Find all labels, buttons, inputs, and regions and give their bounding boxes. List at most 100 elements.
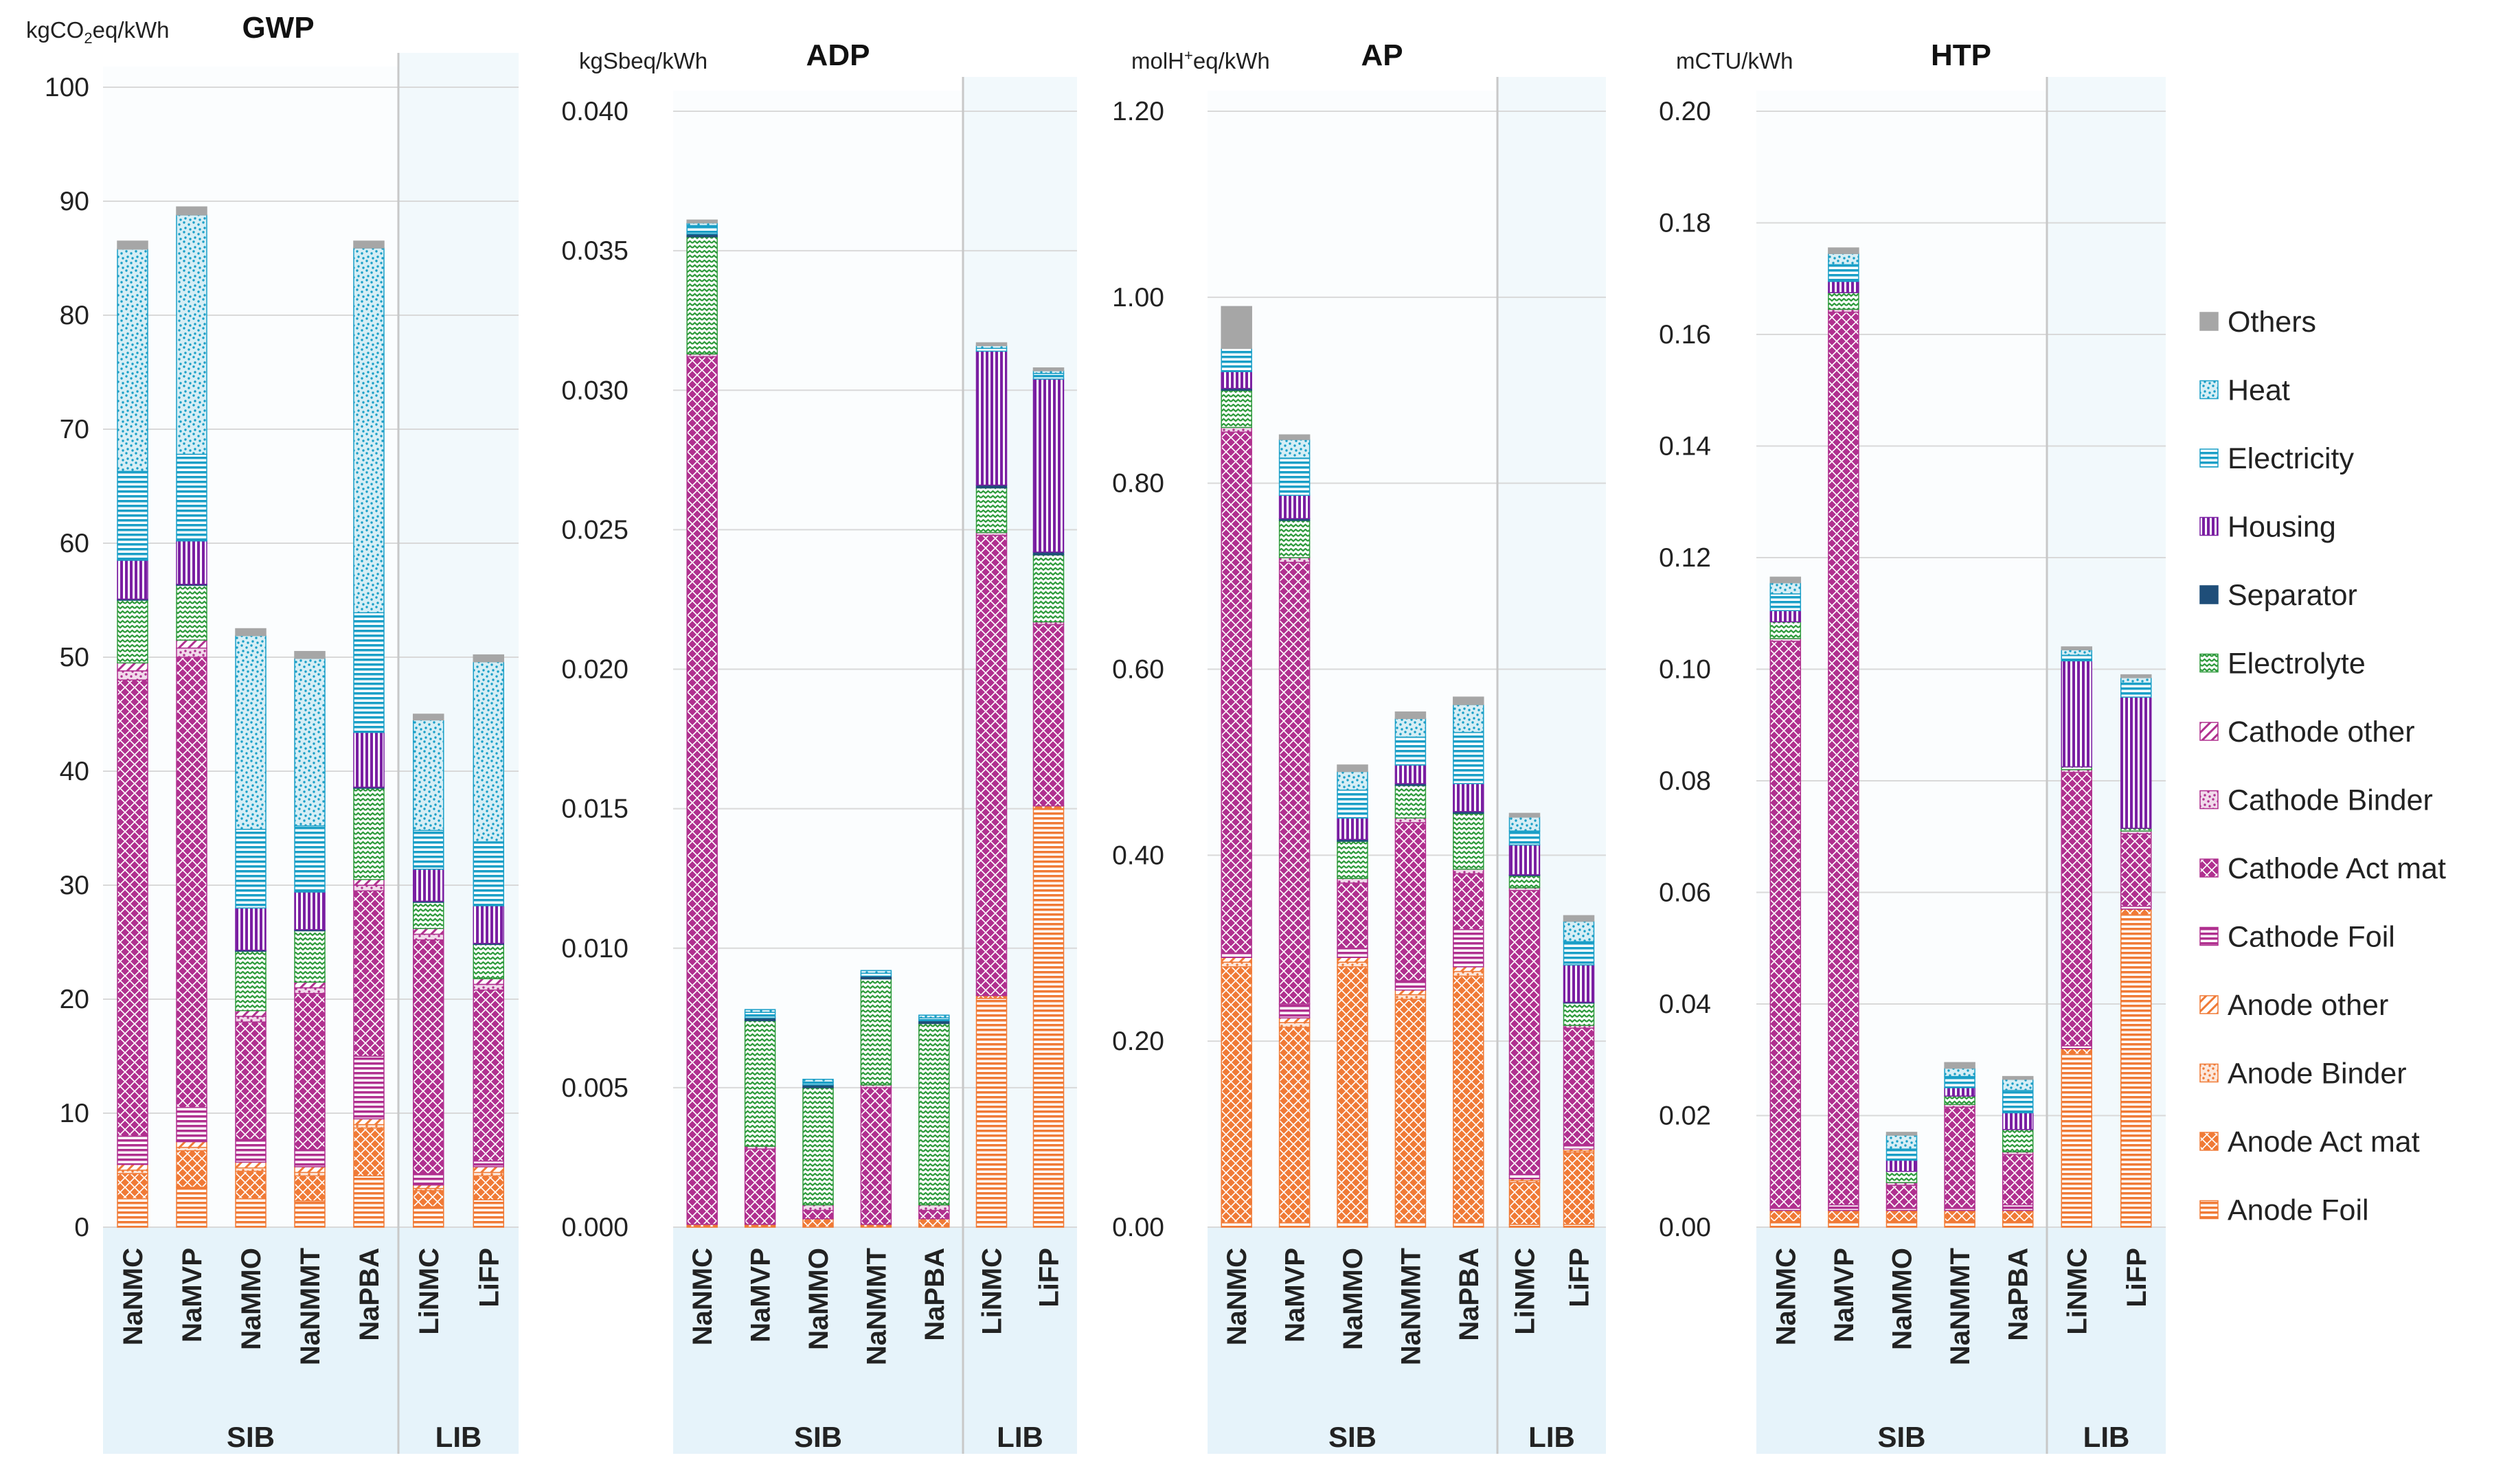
bar-segment-electrolyte: [413, 902, 444, 929]
bar-segment-heat: [2061, 649, 2092, 656]
bar-segment-electrolyte: [1221, 389, 1252, 429]
y-unit-label: molH+eq/kWh: [1131, 47, 1270, 73]
bar-segment-anode-foil: [176, 1187, 207, 1228]
bar-segment-anode-act-mat: [1828, 1209, 1859, 1222]
category-label: NaMVP: [177, 1248, 207, 1343]
legend-swatch: [2199, 585, 2219, 604]
bar-segment-anode-foil: [1394, 1222, 1427, 1228]
bar-segment-cathode-foil: [1563, 1143, 1595, 1150]
chart-title: GWP: [242, 11, 314, 45]
bar-segment-cathode-act-mat: [744, 1148, 776, 1225]
bar-segment-anode-binder: [1394, 994, 1427, 1000]
legend-item-electrolyte: Electrolyte: [2199, 648, 2366, 681]
bar-segment-cathode-foil: [1278, 1003, 1311, 1019]
bar-segment-others: [1032, 367, 1065, 372]
y-tick-label: 0.000: [561, 1213, 628, 1242]
bar-segment-heat: [176, 214, 207, 455]
bar-segment-cathode-act-mat: [918, 1209, 950, 1220]
legend-swatch: [2199, 790, 2219, 810]
legend-item-separator: Separator: [2199, 579, 2357, 612]
bar-segment-anode-foil: [2120, 914, 2152, 1228]
category-label: NaPBA: [920, 1248, 950, 1341]
bar-segment-electrolyte: [473, 944, 504, 979]
group-label-sib: SIB: [794, 1421, 842, 1453]
panel-gwp: 0 10 20 30 40 50 60 70 80 90 100 kgCO2eq/kWh GWP NaNM…: [26, 11, 519, 1454]
y-tick-label: 40: [60, 757, 89, 786]
bar-segment-others: [176, 206, 207, 216]
category-label: NaMVP: [1280, 1248, 1311, 1343]
bar-segment-anode-foil: [1453, 1222, 1484, 1228]
bar-segment-electricity: [235, 828, 267, 909]
bar-segment-cathode-other: [353, 878, 385, 886]
legend-item-cathode-act-mat: Cathode Act mat: [2199, 852, 2446, 885]
bar-segment-others: [1508, 812, 1541, 818]
bar-segment-cathode-binder: [294, 987, 326, 994]
bar-segment-heat: [1944, 1067, 1975, 1077]
y-tick-label: 0.005: [561, 1073, 628, 1103]
bar-segment-anode-foil: [1221, 1222, 1252, 1228]
bar-segment-anode-act-mat: [918, 1218, 950, 1228]
bar-segment-cathode-act-mat: [1394, 822, 1427, 981]
legend-label: Electrolyte: [2228, 648, 2366, 681]
bar-segment-cathode-other: [176, 639, 207, 649]
y-tick-label: 0.80: [1112, 469, 1164, 499]
bar-segment-others: [2061, 646, 2092, 650]
y-tick-label: 0.10: [1659, 655, 1711, 685]
legend-item-anode-other: Anode other: [2199, 989, 2388, 1022]
bar-segment-housing: [117, 560, 148, 600]
y-tick-label: 0.020: [561, 655, 628, 685]
bar-segment-cathode-act-mat: [1563, 1027, 1595, 1145]
group-band: [673, 1227, 1077, 1454]
y-tick-label: 80: [60, 301, 89, 330]
bar-segment-electricity: [1828, 264, 1859, 282]
category-label: LiFP: [1565, 1248, 1595, 1308]
bar-segment-housing: [975, 350, 1008, 486]
y-unit-label: kgSbeq/kWh: [579, 48, 707, 73]
group-label-lib: LIB: [1528, 1421, 1575, 1453]
bar-segment-cathode-binder: [1453, 868, 1484, 875]
bar-segment-anode-foil: [2061, 1053, 2092, 1228]
legend-item-anode-act-mat: Anode Act mat: [2199, 1126, 2420, 1158]
bar-segment-anode-binder: [1337, 961, 1368, 968]
y-tick-label: 0.030: [561, 376, 628, 405]
bar-segment-anode-act-mat: [473, 1175, 504, 1200]
bar-segment-cathode-foil: [353, 1055, 385, 1120]
y-tick-label: 0.010: [561, 934, 628, 963]
bar-segment-cathode-foil: [117, 1135, 148, 1165]
category-label: NaNMC: [688, 1248, 718, 1345]
bar-segment-electrolyte: [1769, 621, 1802, 639]
bar-segment-anode-act-mat: [1563, 1152, 1595, 1225]
group-band: [1208, 1227, 1606, 1454]
group-label-lib: LIB: [2083, 1421, 2130, 1453]
bar-segment-cathode-binder: [353, 884, 385, 892]
bar-segment-anode-act-mat: [2061, 1048, 2092, 1055]
bar-segment-housing: [473, 905, 504, 944]
bar-segment-electrolyte: [686, 236, 718, 355]
bar-segment-housing: [294, 891, 326, 931]
legend-swatch: [2199, 516, 2219, 536]
legend-item-cathode-foil: Cathode Foil: [2199, 921, 2395, 954]
legend-label: Cathode other: [2228, 716, 2415, 749]
bar-segment-anode-foil: [473, 1199, 504, 1228]
bar-segment-electricity: [744, 1012, 776, 1019]
bar-segment-anode-act-mat: [117, 1173, 148, 1200]
bar-segment-housing: [1221, 371, 1252, 389]
bar-segment-electricity: [117, 470, 148, 561]
bar-segment-cathode-binder: [1394, 817, 1427, 823]
bar-segment-housing: [1337, 817, 1368, 841]
y-tick-label: 0: [74, 1213, 89, 1242]
bar-segment-anode-act-mat: [235, 1170, 267, 1200]
bar-segment-anode-foil: [1828, 1221, 1859, 1228]
bar-segment-others: [1337, 764, 1368, 773]
bar-segment-anode-act-mat: [1394, 998, 1427, 1223]
bar-segment-electrolyte: [1944, 1095, 1975, 1105]
category-label: NaPBA: [354, 1248, 385, 1341]
bar-segment-electricity: [353, 612, 385, 733]
legend-item-anode-binder: Anode Binder: [2199, 1058, 2407, 1091]
legend-item-cathode-other: Cathode other: [2199, 716, 2415, 749]
bar-segment-housing: [1278, 494, 1311, 519]
category-label: LiNMC: [414, 1248, 444, 1335]
bar-segment-cathode-act-mat: [1221, 431, 1252, 954]
category-label: NaMMO: [1338, 1248, 1368, 1350]
bar-segment-electricity: [413, 830, 444, 870]
